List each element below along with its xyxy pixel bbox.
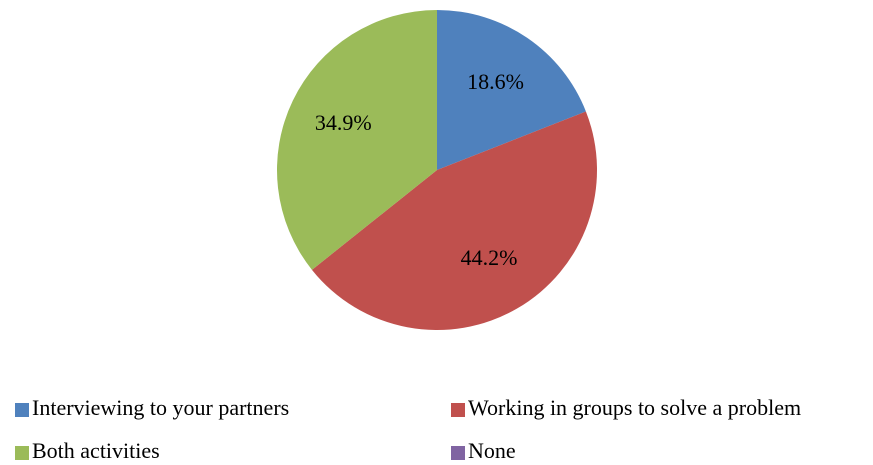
legend-swatch bbox=[15, 403, 29, 417]
data-label: 18.6% bbox=[467, 69, 524, 94]
legend-label: Interviewing to your partners bbox=[32, 395, 289, 420]
legend-label: None bbox=[468, 438, 516, 463]
legend-swatch bbox=[451, 403, 465, 417]
legend-swatch bbox=[15, 446, 29, 460]
pie-slice bbox=[276, 10, 437, 270]
pie-slice bbox=[437, 10, 586, 170]
pie-slice bbox=[311, 111, 598, 331]
legend-label: Both activities bbox=[32, 438, 160, 463]
legend-swatch bbox=[451, 446, 465, 460]
data-label: 44.2% bbox=[461, 245, 518, 270]
data-label: 34.9% bbox=[315, 110, 372, 135]
legend-label: Working in groups to solve a problem bbox=[468, 395, 801, 420]
